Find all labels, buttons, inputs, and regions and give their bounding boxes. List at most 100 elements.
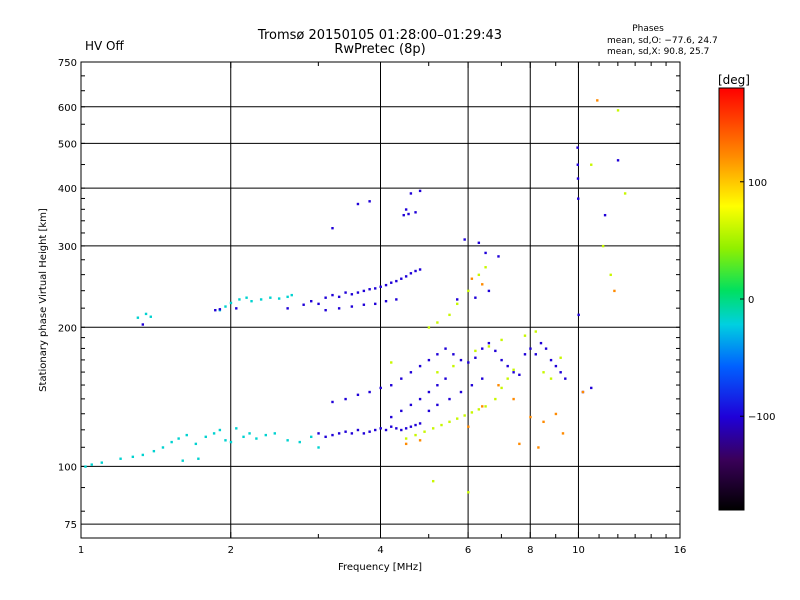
- echo-point: [537, 446, 540, 449]
- echo-point: [523, 334, 527, 337]
- echo-point: [474, 356, 477, 359]
- echo-point: [576, 177, 580, 180]
- echo-point: [317, 432, 320, 435]
- echo-point: [100, 461, 103, 464]
- x-tick-label: 4: [377, 545, 383, 556]
- echo-point: [559, 356, 562, 359]
- echo-point: [452, 353, 455, 356]
- echo-point: [436, 321, 439, 324]
- echo-point: [194, 442, 198, 446]
- echo-point: [374, 287, 377, 290]
- echo-point: [384, 283, 388, 287]
- echo-point: [512, 371, 515, 374]
- echo-point: [390, 361, 393, 364]
- chart-title-line2: RwPretec (8p): [334, 42, 425, 57]
- echo-point: [554, 412, 558, 416]
- echo-point: [181, 459, 184, 462]
- echo-point: [497, 384, 500, 387]
- x-tick-label: 1: [78, 545, 84, 556]
- echo-point: [436, 371, 439, 374]
- echo-point: [310, 435, 313, 439]
- echo-point: [529, 415, 532, 419]
- echo-point: [459, 358, 463, 362]
- echo-point: [603, 213, 607, 217]
- echo-point: [390, 425, 393, 428]
- echo-point: [409, 425, 413, 428]
- echo-point: [418, 268, 422, 271]
- echo-point: [613, 289, 616, 293]
- echo-point: [544, 347, 548, 350]
- echo-point: [400, 277, 403, 280]
- echo-point: [344, 430, 347, 433]
- colorbar-title: [deg]: [718, 73, 750, 87]
- echo-point: [368, 288, 371, 291]
- echo-point: [384, 299, 388, 303]
- echo-point: [141, 323, 145, 326]
- y-tick-label: 100: [58, 462, 77, 473]
- echo-point: [404, 208, 408, 211]
- echo-point: [444, 347, 447, 350]
- echo-point: [549, 358, 553, 362]
- y-tick-label: 600: [58, 103, 77, 114]
- echo-point: [431, 479, 435, 483]
- echo-point: [534, 353, 537, 356]
- x-tick-label: 10: [572, 545, 585, 556]
- echo-point: [414, 211, 417, 214]
- echo-point: [250, 299, 253, 303]
- echo-point: [601, 244, 605, 248]
- colorbar-tick-label: 100: [748, 178, 767, 189]
- echo-point: [459, 390, 463, 394]
- echo-point: [542, 371, 545, 374]
- echo-point: [344, 291, 347, 294]
- echo-point: [212, 432, 216, 435]
- echo-point: [487, 345, 491, 348]
- echo-point: [384, 428, 388, 432]
- echo-point: [497, 255, 500, 258]
- echo-point: [470, 411, 474, 414]
- echo-point: [623, 192, 627, 195]
- echo-point: [395, 279, 398, 283]
- echo-point: [427, 358, 431, 362]
- echo-point: [463, 238, 466, 241]
- echo-point: [185, 433, 188, 437]
- echo-point: [539, 341, 543, 345]
- echo-point: [350, 305, 354, 308]
- echo-point: [317, 446, 320, 449]
- echo-point: [481, 347, 484, 350]
- echo-point: [136, 316, 140, 319]
- echo-point: [518, 442, 521, 446]
- x-tick-label: 2: [228, 545, 234, 556]
- echo-point: [255, 437, 258, 440]
- colorbar-ticks: 100 0 −100: [740, 178, 775, 423]
- echo-point: [400, 377, 403, 380]
- echo-point: [362, 432, 366, 435]
- echo-point: [214, 308, 217, 312]
- phases-x-stats: mean, sd,X: 90.8, 25.7: [607, 47, 709, 57]
- hv-status-label: HV Off: [85, 39, 124, 53]
- echo-point: [224, 439, 227, 442]
- echo-point: [379, 386, 382, 390]
- echo-point: [409, 272, 413, 275]
- echo-point: [554, 364, 558, 368]
- echo-point: [131, 455, 135, 459]
- echo-point: [409, 192, 413, 195]
- echo-point: [368, 430, 371, 433]
- y-tick-label: 200: [58, 323, 77, 334]
- echo-point: [431, 427, 435, 430]
- echo-point: [356, 428, 360, 432]
- echo-point: [298, 440, 301, 444]
- echo-point: [331, 400, 334, 404]
- echo-point: [409, 371, 413, 374]
- echo-point: [235, 307, 238, 310]
- echo-point: [324, 435, 327, 439]
- echo-point: [362, 289, 366, 293]
- echo-point: [409, 403, 413, 407]
- echo-point: [436, 353, 439, 356]
- echo-point: [529, 347, 532, 350]
- echo-point: [559, 371, 562, 374]
- echo-point: [577, 313, 580, 317]
- echo-point: [427, 326, 431, 329]
- echo-point: [331, 433, 334, 437]
- echo-point: [500, 358, 503, 362]
